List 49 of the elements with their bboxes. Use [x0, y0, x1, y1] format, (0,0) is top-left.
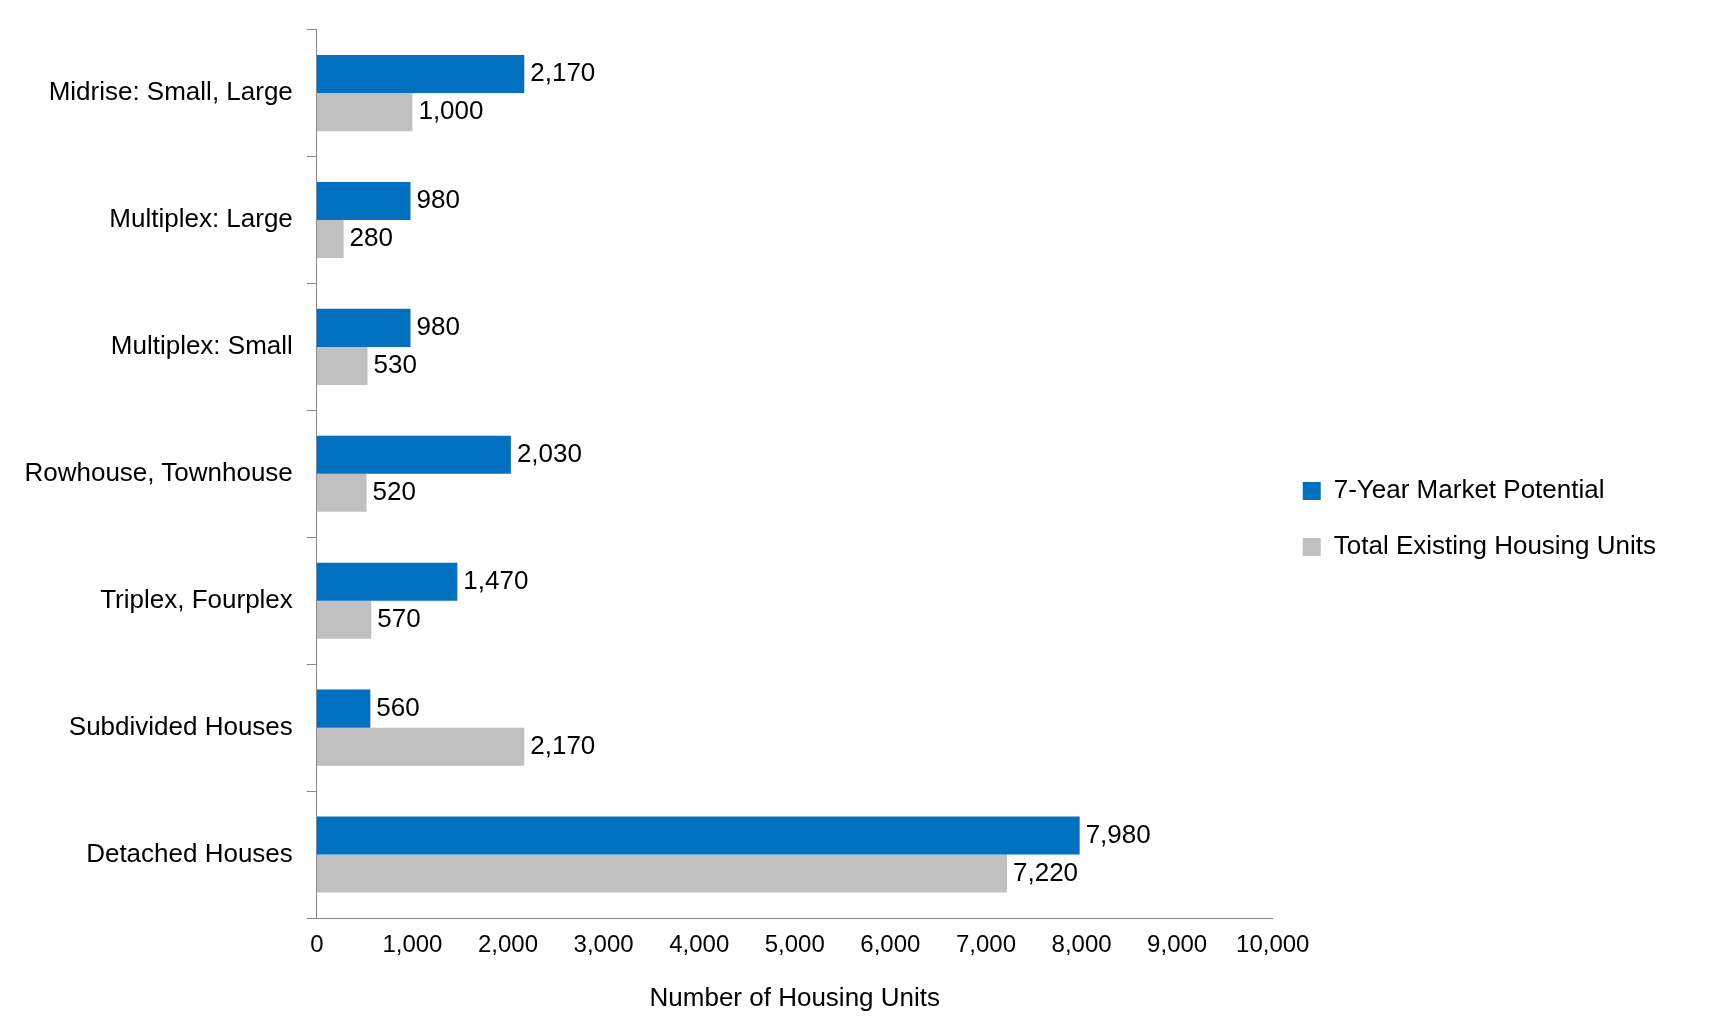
y-tick-label: Multiplex: Small — [110, 330, 293, 361]
x-tick-label: 4,000 — [669, 930, 730, 958]
data-label: 980 — [416, 311, 460, 342]
bar — [316, 346, 368, 385]
bar — [316, 562, 458, 601]
x-tick-label: 5,000 — [764, 930, 825, 958]
data-label: 2,170 — [530, 57, 596, 88]
data-label: 7,980 — [1085, 818, 1151, 849]
legend-label: 7-Year Market Potential — [1333, 474, 1605, 505]
x-tick-label: 3,000 — [573, 930, 634, 958]
bar — [316, 689, 371, 728]
data-label: 530 — [373, 349, 417, 380]
y-tick-label: Multiplex: Large — [109, 203, 293, 234]
bar — [316, 181, 411, 220]
y-tick-label: Detached Houses — [86, 837, 293, 868]
data-label: 2,030 — [516, 437, 582, 468]
bar — [316, 219, 344, 259]
bar — [316, 473, 367, 512]
data-label: 2,170 — [530, 729, 596, 760]
bar — [316, 600, 372, 639]
y-tick-label: Triplex, Fourplex — [100, 583, 293, 614]
data-label: 980 — [416, 184, 460, 215]
data-label: 280 — [349, 222, 393, 253]
data-label: 570 — [377, 602, 421, 633]
bar — [316, 308, 411, 347]
x-tick-label: 9,000 — [1147, 930, 1208, 958]
x-tick-label: 7,000 — [955, 930, 1016, 958]
bar — [316, 435, 511, 474]
x-axis-title: Number of Housing Units — [649, 981, 941, 1012]
bar — [316, 816, 1080, 855]
data-label: 1,470 — [463, 564, 529, 595]
bar — [316, 54, 525, 94]
x-tick-label: 8,000 — [1051, 930, 1112, 958]
data-label: 1,000 — [418, 95, 484, 126]
bar — [316, 854, 1007, 893]
x-tick-label: 2,000 — [477, 930, 539, 958]
x-tick-label: 1,000 — [382, 930, 443, 958]
x-tick-label: 10,000 — [1236, 930, 1310, 958]
data-label: 560 — [376, 691, 420, 722]
bar — [316, 93, 413, 132]
x-tick-label: 6,000 — [860, 930, 921, 958]
data-label: 520 — [372, 476, 416, 507]
y-tick-label: Midrise: Small, Large — [48, 76, 293, 107]
data-label: 7,220 — [1013, 856, 1079, 887]
x-tick-label: 0 — [310, 930, 324, 958]
y-tick-label: Rowhouse, Townhouse — [24, 456, 293, 487]
bar — [316, 727, 525, 766]
legend-label: Total Existing Housing Units — [1333, 530, 1657, 561]
y-tick-label: Subdivided Houses — [68, 710, 293, 741]
